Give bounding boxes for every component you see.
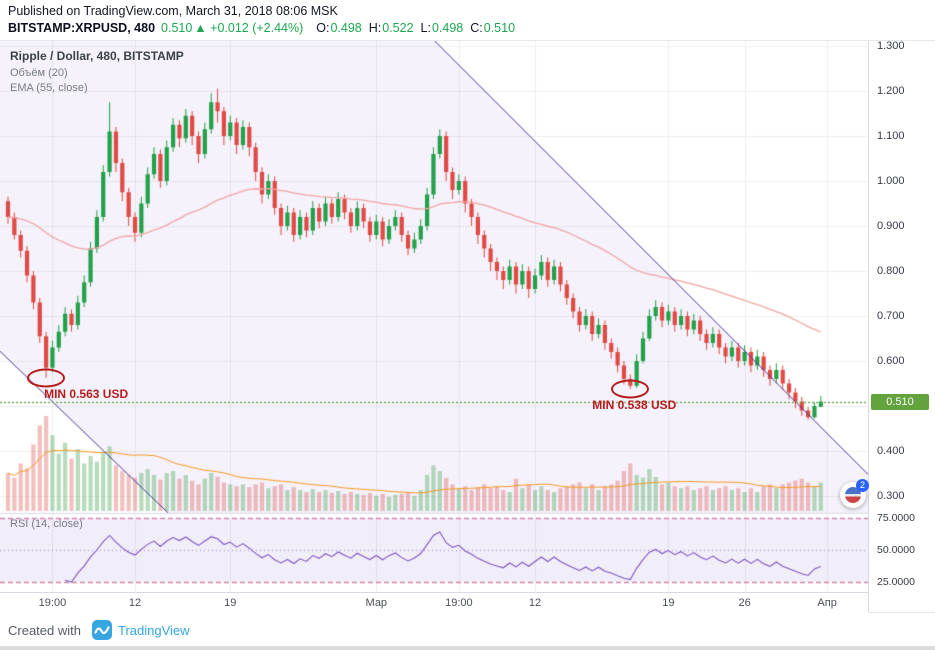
price-tick-label: 0.300 [877, 490, 905, 502]
price-change: ▲ +0.012 (+2.44%) [194, 21, 304, 35]
time-tick-label: 19:00 [445, 597, 473, 609]
publish-line: Published on TradingView.com, March 31, … [8, 4, 338, 18]
time-axis[interactable]: 19:00 12 19 Мар 19:00 12 19 26 Апр [0, 592, 868, 613]
last-price-badge: 0.510 [871, 393, 929, 410]
legend-title[interactable]: Ripple / Dollar, 480, BITSTAMP [10, 49, 184, 63]
price-tick-label: 1.000 [877, 175, 905, 187]
header: Published on TradingView.com, March 31, … [0, 0, 935, 40]
symbol-line: BITSTAMP:XRPUSD, 480 0.510 ▲ +0.012 (+2.44… [8, 21, 517, 35]
rsi-tick-label: 75.0000 [877, 512, 915, 524]
chart-canvas[interactable] [0, 41, 868, 593]
symbol-name[interactable]: BITSTAMP:XRPUSD, 480 [8, 21, 156, 35]
chart-area: Ripple / Dollar, 480, BITSTAMP Объём (20… [0, 40, 935, 613]
time-tick-label: 19:00 [38, 597, 67, 609]
high-value: 0.522 [382, 21, 414, 35]
header-separator [0, 40, 935, 41]
close-label: C: [470, 21, 483, 35]
last-price-value: 0.510 [161, 21, 193, 35]
tradingview-brand-link[interactable]: TradingView [118, 623, 190, 638]
price-tick-label: 1.300 [877, 40, 905, 52]
price-tick-label: 0.400 [877, 445, 905, 457]
time-tick-label: 26 [738, 597, 751, 609]
tradingview-logo-icon[interactable] [92, 620, 112, 640]
price-axis[interactable]: 0.510 1.300 1.200 1.100 1.000 0.900 0.800 0.70… [868, 40, 935, 612]
rsi-tick-label: 25.0000 [877, 576, 915, 588]
footer: Created with TradingView [0, 612, 935, 650]
created-with-label: Created with [8, 623, 81, 638]
price-tick-label: 0.600 [877, 355, 905, 367]
chart-legend: Ripple / Dollar, 480, BITSTAMP Объём (20… [10, 49, 184, 97]
open-value: 0.498 [330, 21, 362, 35]
price-tick-label: 0.700 [877, 310, 905, 322]
low-value: 0.498 [431, 21, 464, 35]
ideas-bubble[interactable]: 2 [840, 479, 869, 508]
price-tick-label: 0.800 [877, 265, 905, 277]
rsi-legend[interactable]: RSI (14, close) [10, 518, 83, 530]
time-tick-label: 19 [662, 597, 675, 609]
globe-icon [845, 487, 861, 503]
low-label: L: [420, 21, 431, 35]
price-tick-label: 1.200 [877, 85, 905, 97]
rsi-tick-label: 50.0000 [877, 544, 915, 556]
price-tick-label: 0.900 [877, 220, 905, 232]
close-value: 0.510 [483, 21, 516, 35]
legend-volume[interactable]: Объём (20) [10, 67, 68, 79]
bottom-strip [0, 646, 935, 650]
time-tick-label: 12 [528, 597, 542, 609]
open-label: O: [316, 21, 330, 35]
price-tick-label: 1.100 [877, 130, 905, 142]
time-tick-label: Апр [817, 597, 837, 609]
legend-ema[interactable]: EMA (55, close) [10, 82, 88, 94]
ideas-count-badge: 2 [856, 479, 869, 492]
time-tick-label: 19 [224, 597, 237, 609]
time-tick-label: Мар [365, 597, 388, 609]
time-tick-label: 12 [128, 597, 142, 609]
high-label: H: [368, 21, 382, 35]
